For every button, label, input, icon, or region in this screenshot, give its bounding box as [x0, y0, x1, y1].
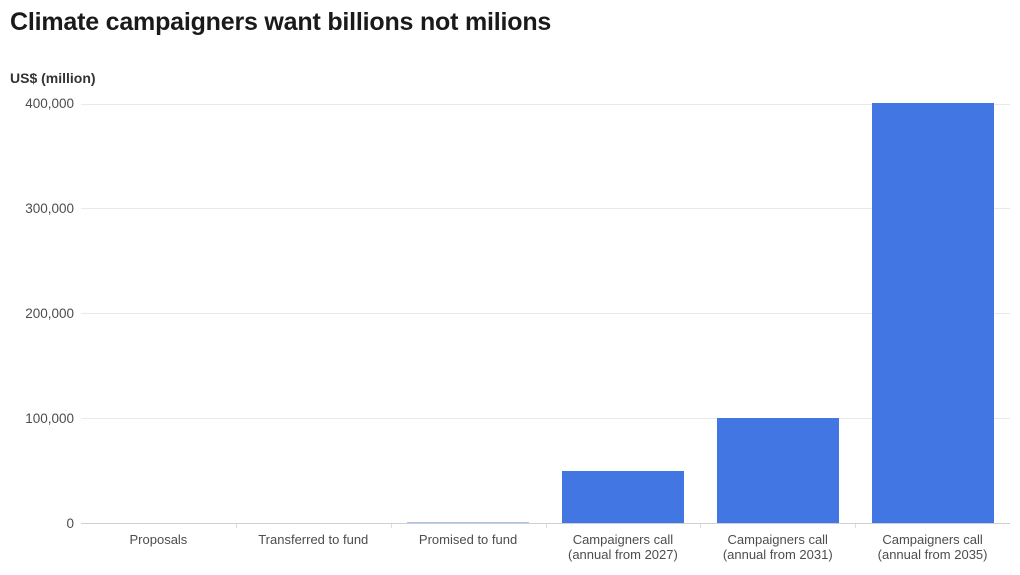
- x-axis-label: Campaigners call (annual from 2027): [567, 532, 678, 562]
- x-axis-label: Proposals: [129, 532, 188, 547]
- gridline: [81, 313, 1010, 314]
- chart-title: Climate campaigners want billions not mi…: [10, 8, 552, 36]
- x-axis-label: Promised to fund: [418, 532, 518, 547]
- y-axis-tick-label: 300,000: [25, 201, 74, 216]
- x-axis-tick: [855, 524, 857, 528]
- x-axis-label: Campaigners call (annual from 2035): [877, 532, 988, 562]
- bar: [871, 103, 994, 523]
- gridline: [81, 418, 1010, 419]
- gridline: [81, 104, 1010, 105]
- x-axis-baseline: [81, 523, 1010, 524]
- y-axis-tick-label: 0: [66, 516, 74, 531]
- bar: [407, 521, 530, 523]
- x-axis-tick: [235, 524, 237, 528]
- x-axis-tick: [390, 524, 392, 528]
- y-axis-tick-label: 400,000: [25, 96, 74, 111]
- x-axis-tick: [545, 524, 547, 528]
- gridline: [81, 208, 1010, 209]
- y-axis-tick-label: 100,000: [25, 411, 74, 426]
- y-axis-unit-label: US$ (million): [10, 70, 96, 86]
- x-axis-tick: [700, 524, 702, 528]
- plot-area: 0 100,000 200,000 300,000 400,000 Proposals Tr…: [25, 96, 1010, 562]
- y-axis-tick-label: 200,000: [25, 306, 74, 321]
- bar: [561, 470, 684, 523]
- bar: [716, 418, 839, 523]
- x-axis-label: Transferred to fund: [258, 532, 369, 547]
- x-axis-label: Campaigners call (annual from 2031): [722, 532, 833, 562]
